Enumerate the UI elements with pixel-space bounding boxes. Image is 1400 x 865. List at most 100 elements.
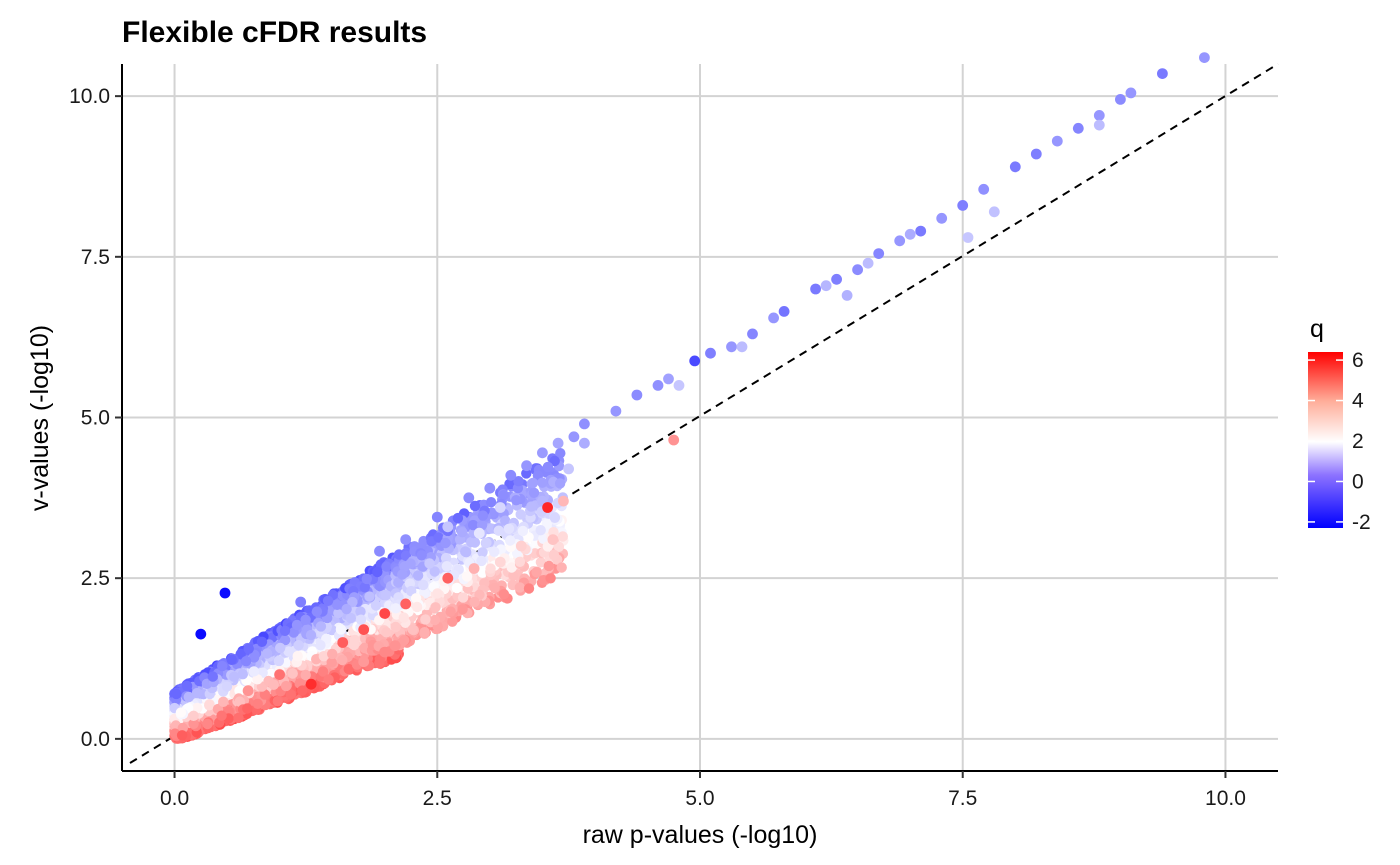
chart-title: Flexible cFDR results <box>122 16 427 49</box>
band-point <box>542 461 554 473</box>
band-point <box>192 702 203 714</box>
data-point <box>1030 148 1042 160</box>
data-point <box>505 469 517 481</box>
band-point <box>259 689 271 700</box>
data-point <box>547 534 559 545</box>
data-point <box>442 521 454 533</box>
data-point <box>537 447 548 459</box>
band-point <box>273 655 285 667</box>
band-point <box>272 696 283 707</box>
band-point <box>279 634 291 646</box>
data-point <box>374 545 385 557</box>
y-tick-label: 5.0 <box>81 407 110 430</box>
band-point <box>537 477 548 488</box>
data-point <box>1051 135 1063 147</box>
x-tick-label: 0.0 <box>160 787 189 810</box>
data-point <box>494 556 506 568</box>
data-point <box>379 646 391 658</box>
band-point <box>393 577 404 588</box>
band-point <box>305 629 317 641</box>
data-point <box>1199 52 1210 63</box>
data-point <box>852 264 863 276</box>
data-point <box>862 257 874 269</box>
band-point <box>538 533 549 544</box>
band-point <box>292 650 303 662</box>
band-point <box>311 606 323 617</box>
band-point <box>202 718 213 730</box>
data-point <box>358 624 370 635</box>
band-point <box>513 476 524 487</box>
data-point <box>726 341 737 353</box>
band-point <box>531 567 542 578</box>
band-point <box>447 616 458 627</box>
band-point <box>287 668 298 679</box>
band-point <box>275 642 286 654</box>
band-point <box>445 606 456 617</box>
band-point <box>355 614 367 625</box>
band-point <box>493 525 504 536</box>
data-points <box>169 52 1210 744</box>
band-point <box>485 497 497 508</box>
band-point <box>291 619 303 631</box>
band-point <box>318 651 329 662</box>
band-point <box>370 600 382 611</box>
band-point <box>256 636 268 647</box>
data-point <box>736 341 748 353</box>
data-point <box>904 228 916 240</box>
data-point <box>521 460 532 472</box>
band-point <box>405 558 416 569</box>
data-point <box>358 656 370 668</box>
band-point <box>347 596 358 608</box>
band-point <box>317 666 329 677</box>
band-point <box>315 621 327 632</box>
colorbar-label: 0 <box>1352 470 1364 493</box>
band-point <box>452 512 464 524</box>
band-point <box>549 512 561 523</box>
axes: 0.0 2.5 5.0 7.5 10.0 0.0 2.5 5.0 7.5 10.0 <box>69 64 1278 810</box>
data-point <box>747 328 758 340</box>
band-point <box>248 666 260 677</box>
band-point <box>467 519 479 531</box>
band-point <box>268 679 279 690</box>
colorbar-label: -2 <box>1352 511 1371 534</box>
data-point <box>1093 110 1105 121</box>
band-point <box>429 566 440 577</box>
band-point <box>441 561 452 572</box>
data-point <box>831 273 842 285</box>
band-point <box>506 562 517 573</box>
band-point <box>526 501 537 512</box>
band-point <box>543 560 555 572</box>
band-point <box>556 562 567 573</box>
data-point <box>400 598 412 610</box>
band-point <box>554 478 566 489</box>
band-point <box>548 549 560 561</box>
band-point <box>188 718 199 729</box>
band-point <box>521 468 532 479</box>
band-point <box>188 710 199 721</box>
band-point <box>511 495 522 506</box>
band-point <box>240 656 252 667</box>
colorbar <box>1308 352 1343 528</box>
band-point <box>515 509 526 520</box>
band-point <box>228 671 240 682</box>
data-point <box>400 534 412 545</box>
band-point <box>235 648 246 660</box>
data-point <box>778 306 790 317</box>
data-point <box>219 587 231 599</box>
band-point <box>419 627 430 638</box>
band-point <box>553 541 565 552</box>
data-point <box>431 511 443 523</box>
data-point <box>768 312 779 324</box>
band-point <box>326 657 337 668</box>
band-point <box>433 532 444 543</box>
data-point <box>652 380 664 391</box>
band-point <box>176 730 188 741</box>
data-point <box>442 572 454 584</box>
data-point <box>1157 68 1168 79</box>
band-point <box>440 537 451 549</box>
data-point <box>484 482 496 494</box>
data-point <box>705 347 716 359</box>
band-point <box>451 582 463 594</box>
band-point <box>217 660 228 672</box>
band-point <box>527 477 539 489</box>
